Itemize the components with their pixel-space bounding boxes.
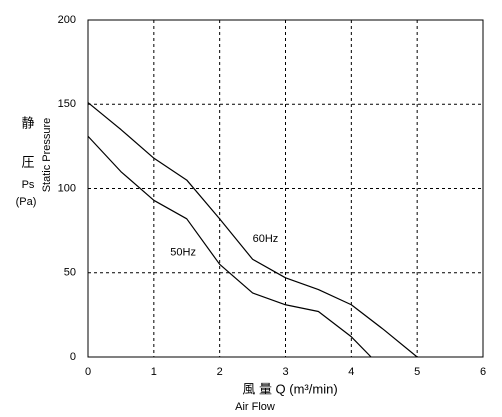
y-tick-label: 100 [58, 182, 76, 194]
plot-frame [87, 19, 484, 358]
x-tick-label: 0 [85, 366, 91, 378]
series-label: 50Hz [170, 246, 196, 258]
y-tick-label: 150 [58, 98, 76, 110]
y-label: 圧 [21, 154, 34, 169]
y-label-en: Static Pressure [41, 118, 53, 193]
line-series [87, 135, 372, 358]
x-tick-label: 3 [282, 366, 288, 378]
y-label: 静 [21, 115, 34, 130]
y-tick-label: 200 [58, 14, 76, 26]
series-label: 60Hz [253, 233, 279, 245]
x-tick-label: 6 [480, 366, 486, 378]
x-label-en: Air Flow [235, 401, 275, 413]
y-label: Ps [22, 179, 35, 191]
y-label: (Pa) [16, 196, 37, 208]
y-tick-label: 0 [70, 351, 76, 363]
x-tick-label: 1 [151, 366, 157, 378]
x-tick-label: 4 [348, 366, 354, 378]
x-tick-label: 2 [217, 366, 223, 378]
x-label: 風 量 Q (m³/min) [242, 381, 337, 396]
y-tick-label: 50 [64, 267, 76, 279]
x-tick-label: 5 [414, 366, 420, 378]
line-series [87, 102, 418, 358]
